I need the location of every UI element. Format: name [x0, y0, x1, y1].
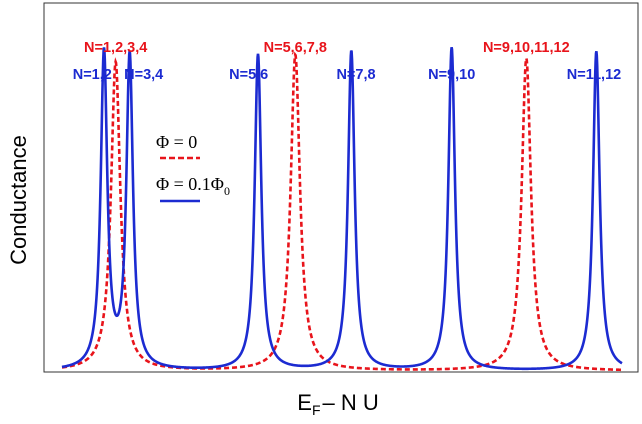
series-line-flux-zero — [61, 51, 623, 372]
peak-label-1: N=5,6,7,8 — [264, 40, 327, 56]
legend-label-flux-nonzero: Φ = 0.1Φ0 — [156, 174, 230, 198]
peak-label-8: N=11,12 — [567, 67, 621, 83]
series-layer — [61, 46, 623, 372]
legend-label-flux-nonzero-main: Φ = 0.1Φ — [156, 174, 224, 194]
x-axis-label-rest: – N U — [323, 390, 379, 415]
peak-label-5: N=5,6 — [229, 67, 268, 83]
legend: Φ = 0 Φ = 0.1Φ0 — [156, 132, 230, 203]
x-axis-label: EF– N U — [297, 390, 379, 418]
peak-label-4: N=3,4 — [124, 67, 163, 83]
x-axis-label-main: E — [297, 390, 312, 415]
series-line-flux-nonzero — [61, 46, 623, 371]
peak-label-0: N=1,2,3,4 — [84, 40, 147, 56]
x-axis-label-subscript: F — [312, 402, 321, 418]
peak-label-6: N=7,8 — [336, 67, 375, 83]
y-axis-label: Conductance — [6, 135, 31, 265]
plot-frame — [43, 2, 639, 373]
annotation-layer: N=1,2,3,4 N=5,6,7,8 N=9,10,11,12 N=1,2 N=3,4… — [73, 40, 621, 83]
legend-label-flux-zero: Φ = 0 — [156, 132, 197, 152]
legend-label-flux-nonzero-sub: 0 — [224, 184, 230, 198]
peak-label-7: N=9,10 — [428, 67, 475, 83]
peak-label-3: N=1,2 — [73, 67, 112, 83]
peak-label-2: N=9,10,11,12 — [483, 40, 570, 56]
